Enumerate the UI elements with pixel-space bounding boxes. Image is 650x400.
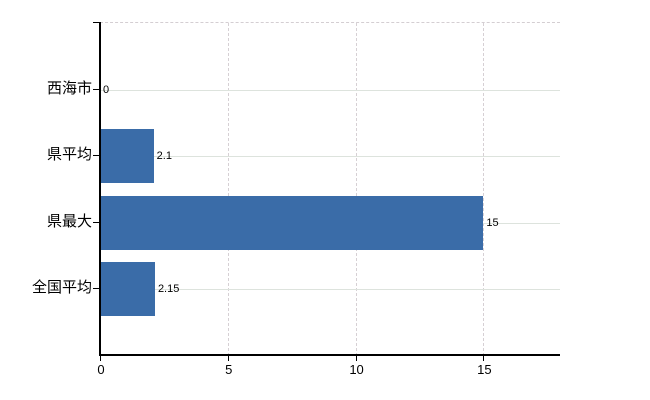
bar: [100, 129, 154, 184]
bar-value-label: 15: [486, 216, 499, 229]
x-axis-tick-label: 10: [349, 362, 364, 377]
bar: [100, 195, 484, 250]
horizontal-gridline: [100, 89, 560, 91]
horizontal-gridline: [100, 289, 560, 291]
y-axis-tick: [93, 221, 99, 223]
y-axis-tick: [93, 88, 99, 90]
y-axis-tick: [93, 22, 99, 23]
horizontal-gridline: [100, 156, 560, 158]
y-axis-line: [99, 22, 101, 355]
y-axis-tick: [93, 155, 99, 157]
plot-area: 0 2.1 15 2.15: [100, 22, 560, 356]
vertical-gridline: [355, 23, 357, 356]
category-label: 県平均: [46, 146, 92, 164]
category-label: 県最大: [46, 212, 92, 230]
bar-value-label: 2.15: [157, 283, 180, 296]
x-axis-tick-label: 0: [97, 362, 105, 377]
x-axis-tick-label: 5: [225, 362, 233, 377]
bar-value-label: 0: [103, 83, 110, 96]
category-label: 西海市: [46, 79, 92, 97]
bar-value-label: 2.1: [156, 150, 172, 163]
x-axis-line: [99, 354, 560, 356]
x-axis-tick: [483, 355, 485, 361]
x-axis-tick-label: 15: [477, 362, 492, 377]
category-label: 全国平均: [31, 279, 92, 297]
x-axis-tick: [227, 355, 229, 361]
vertical-gridline: [227, 23, 229, 356]
vertical-gridline: [483, 23, 485, 356]
bar: [100, 262, 155, 317]
x-axis-tick: [355, 355, 357, 361]
y-axis-tick: [93, 288, 99, 290]
x-axis-tick: [100, 355, 101, 361]
